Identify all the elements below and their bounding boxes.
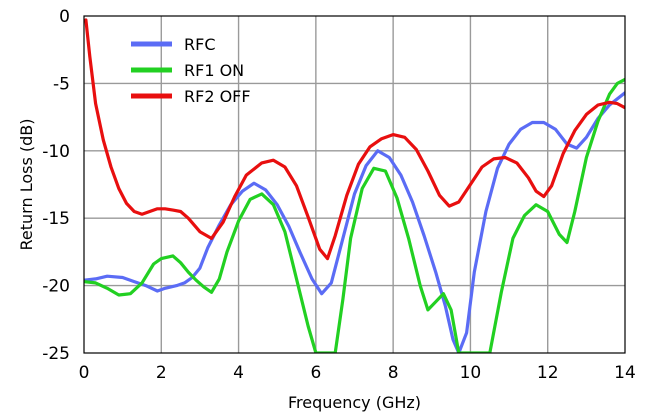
x-tick-label: 4 (233, 363, 244, 383)
x-axis-label: Frequency (GHz) (288, 393, 421, 412)
x-tick-label: 6 (310, 363, 321, 383)
y-tick-label: -15 (42, 209, 70, 229)
series-line-rf2-off (84, 18, 625, 261)
x-tick-label: 0 (79, 363, 90, 383)
series-line-rfc (84, 91, 625, 353)
y-axis-label: Return Loss (dB) (17, 119, 36, 251)
y-tick-label: -20 (42, 277, 70, 297)
x-tick-label: 10 (460, 363, 482, 383)
series-line-rf1-on (84, 77, 625, 353)
grid (84, 16, 625, 353)
x-tick-label: 14 (614, 363, 636, 383)
legend-label-rf2-off: RF2 OFF (184, 87, 251, 106)
x-tick-label: 2 (156, 363, 167, 383)
y-tick-labels: 0 -5 -10 -15 -20 -25 (42, 7, 70, 364)
x-tick-labels: 0 2 4 6 8 10 12 14 (79, 363, 636, 383)
plot-frame (83, 15, 626, 354)
legend: RFC RF1 ON RF2 OFF (131, 35, 251, 106)
y-tick-label: -10 (42, 142, 70, 162)
x-tick-label: 8 (388, 363, 399, 383)
x-tick-label: 12 (537, 363, 559, 383)
legend-label-rf1-on: RF1 ON (184, 61, 244, 80)
y-tick-label: -5 (53, 74, 70, 94)
y-tick-label: 0 (59, 7, 70, 27)
legend-label-rfc: RFC (184, 35, 216, 54)
y-tick-label: -25 (42, 344, 70, 364)
series-lines (84, 18, 625, 353)
